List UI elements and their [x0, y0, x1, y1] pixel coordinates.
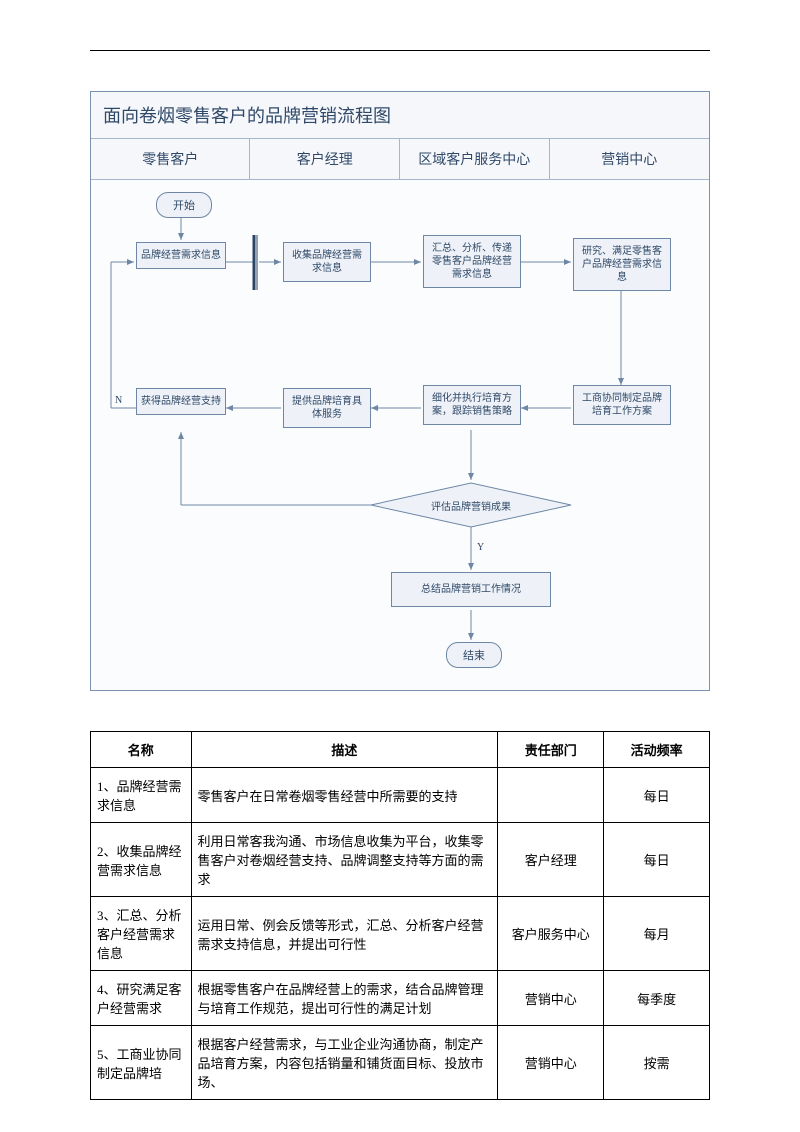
cell-name: 2、收集品牌经营需求信息: [91, 823, 192, 897]
th-freq: 活动频率: [604, 732, 710, 768]
node-end: 结束: [446, 642, 502, 668]
node-n7: 细化并执行培育方案，跟踪销售策略: [423, 385, 521, 425]
cell-dept: 营销中心: [498, 971, 604, 1026]
cell-freq: 按需: [604, 1026, 710, 1100]
table-row: 1、品牌经营需求信息零售客户在日常卷烟零售经营中所需要的支持 每日: [91, 768, 710, 823]
cell-desc: 根据客户经营需求，与工业企业沟通协商，制定产品培育方案，内容包括销量和铺货面目标…: [191, 1026, 498, 1100]
cell-name: 3、汇总、分析客户经营需求信息: [91, 897, 192, 971]
cell-desc: 根据零售客户在品牌经营上的需求，结合品牌管理与培育工作规范，提出可行性的满足计划: [191, 971, 498, 1026]
cell-name: 5、工商业协同制定品牌培: [91, 1026, 192, 1100]
node-n5: 获得品牌经营支持: [136, 388, 226, 415]
cell-dept: 营销中心: [498, 1026, 604, 1100]
edge-label-yes: Y: [477, 542, 484, 553]
swimlane-headers: 零售客户 客户经理 区域客户服务中心 营销中心: [91, 139, 709, 180]
node-n2: 收集品牌经营需求信息: [283, 242, 371, 282]
table-header-row: 名称 描述 责任部门 活动频率: [91, 732, 710, 768]
cell-freq: 每日: [604, 768, 710, 823]
node-n9: 总结品牌营销工作情况: [391, 572, 551, 607]
document-page: 面向卷烟零售客户的品牌营销流程图 零售客户 客户经理 区域客户服务中心 营销中心: [0, 0, 800, 1100]
edge-label-no: N: [115, 395, 122, 406]
cell-freq: 每季度: [604, 971, 710, 1026]
node-start: 开始: [156, 192, 212, 218]
node-n3: 汇总、分析、传递零售客户品牌经营需求信息: [423, 235, 521, 288]
node-n1: 品牌经营需求信息: [136, 242, 226, 269]
cell-dept: 客户经理: [498, 823, 604, 897]
cell-name: 1、品牌经营需求信息: [91, 768, 192, 823]
swimlane-col-3: 区域客户服务中心: [400, 139, 550, 179]
table-row: 2、收集品牌经营需求信息利用日常客我沟通、市场信息收集为平台，收集零售客户对卷烟…: [91, 823, 710, 897]
node-decision: 评估品牌营销成果: [371, 498, 571, 513]
swimlane-col-4: 营销中心: [550, 139, 709, 179]
cell-name: 4、研究满足客户经营需求: [91, 971, 192, 1026]
cell-desc: 利用日常客我沟通、市场信息收集为平台，收集零售客户对卷烟经营支持、品牌调整支持等…: [191, 823, 498, 897]
cell-desc: 零售客户在日常卷烟零售经营中所需要的支持: [191, 768, 498, 823]
cell-freq: 每月: [604, 897, 710, 971]
cell-dept: [498, 768, 604, 823]
th-desc: 描述: [191, 732, 498, 768]
node-n4: 研究、满足零售客户品牌经营需求信息: [573, 238, 671, 291]
flowchart-title: 面向卷烟零售客户的品牌营销流程图: [91, 92, 709, 139]
flowchart: 面向卷烟零售客户的品牌营销流程图 零售客户 客户经理 区域客户服务中心 营销中心: [90, 91, 710, 691]
description-table: 名称 描述 责任部门 活动频率 1、品牌经营需求信息零售客户在日常卷烟零售经营中…: [90, 731, 710, 1100]
th-name: 名称: [91, 732, 192, 768]
node-n6: 提供品牌培育具体服务: [283, 388, 371, 428]
node-n8: 工商协同制定品牌培育工作方案: [573, 385, 671, 425]
cell-desc: 运用日常、例会反馈等形式，汇总、分析客户经营需求支持信息，并提出可行性: [191, 897, 498, 971]
top-rule: [90, 50, 710, 51]
flowchart-body: 开始 品牌经营需求信息 收集品牌经营需求信息 汇总、分析、传递零售客户品牌经营需…: [91, 180, 709, 690]
table-row: 4、研究满足客户经营需求根据零售客户在品牌经营上的需求，结合品牌管理与培育工作规…: [91, 971, 710, 1026]
th-dept: 责任部门: [498, 732, 604, 768]
table-row: 3、汇总、分析客户经营需求信息运用日常、例会反馈等形式，汇总、分析客户经营需求支…: [91, 897, 710, 971]
swimlane-col-1: 零售客户: [91, 139, 250, 179]
table-row: 5、工商业协同制定品牌培根据客户经营需求，与工业企业沟通协商，制定产品培育方案，…: [91, 1026, 710, 1100]
swimlane-col-2: 客户经理: [250, 139, 400, 179]
cell-freq: 每日: [604, 823, 710, 897]
cell-dept: 客户服务中心: [498, 897, 604, 971]
